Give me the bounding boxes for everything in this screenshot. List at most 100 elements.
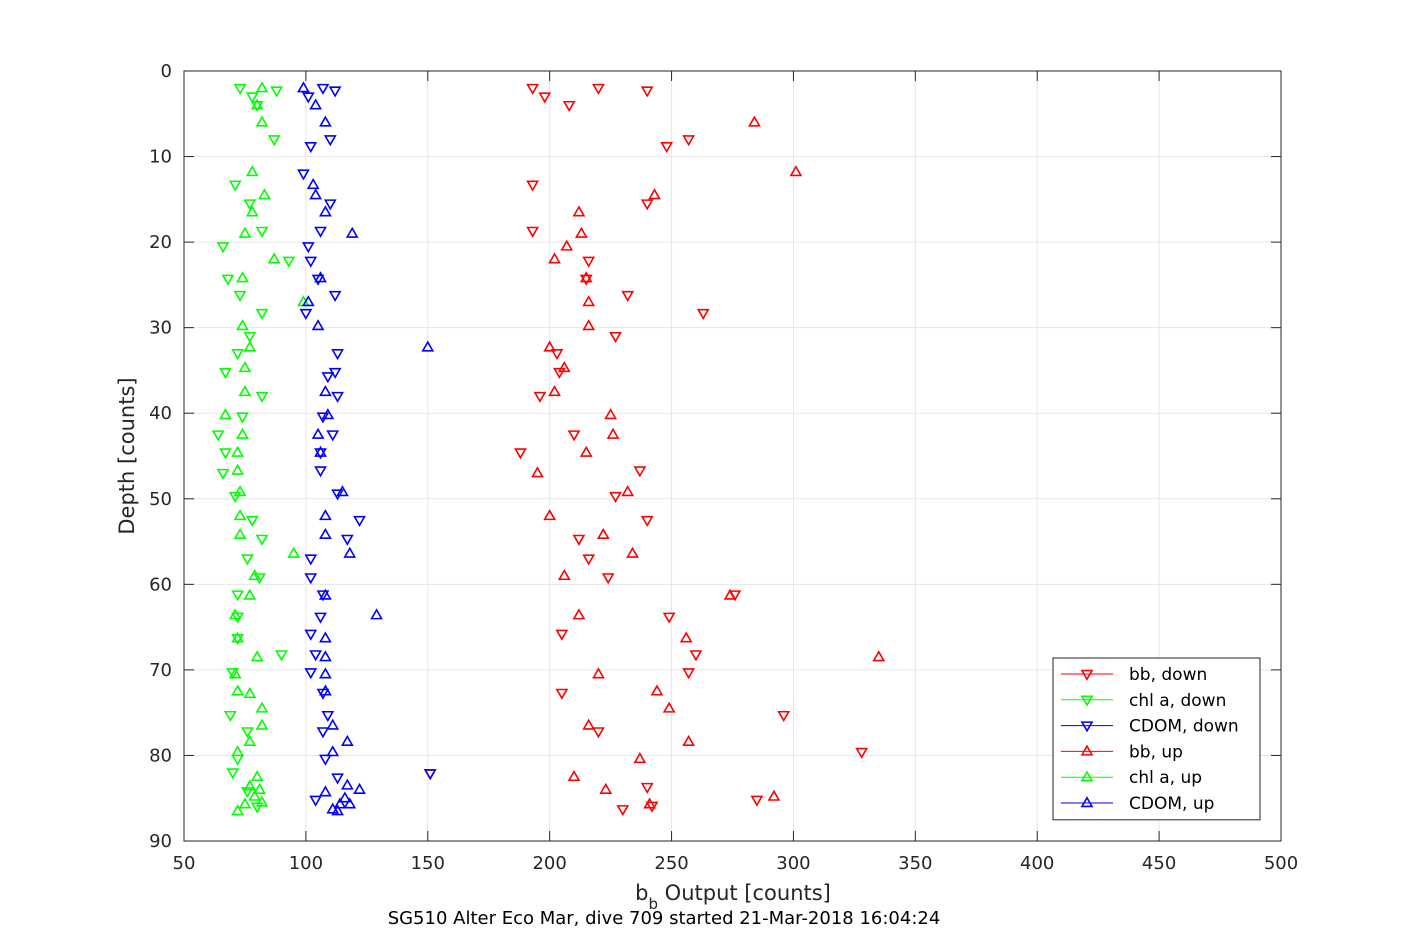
data-point [319,684,332,696]
data-point [319,650,332,662]
legend-label: CDOM, down [1129,717,1239,737]
data-point [606,427,620,439]
x-tick-label: 150 [411,853,445,874]
data-point [538,92,552,104]
data-point [297,169,310,181]
data-point [633,466,647,478]
data-point [275,650,288,662]
data-point [723,588,737,600]
data-point [331,349,344,361]
data-point [640,199,654,211]
x-tick-label: 400 [1020,853,1054,874]
data-point [609,491,622,504]
data-point [233,290,247,302]
data-point [872,650,886,662]
data-point [319,631,332,643]
data-point [238,361,252,373]
data-point [231,445,245,457]
data-point [855,747,869,759]
data-point [572,205,586,217]
data-point [555,688,569,700]
data-point [601,573,615,585]
x-tick-label: 50 [173,853,196,874]
y-tick-label: 80 [149,745,172,766]
series-3 [531,115,886,809]
data-point [253,782,266,794]
data-point [567,770,581,782]
data-point [689,650,703,662]
data-point [216,242,230,254]
y-tick-label: 60 [149,574,172,595]
data-point [255,718,269,730]
data-point [328,290,342,302]
data-point [333,797,347,809]
legend-entry: chl a, up [1061,768,1202,788]
data-point [579,274,593,286]
data-point [309,188,323,200]
data-point [533,391,547,403]
data-point [789,165,803,177]
series-5 [297,81,435,816]
data-point [572,534,586,546]
data-point [314,448,327,460]
data-point [340,778,354,790]
data-point [231,745,245,757]
legend-label: chl a, up [1129,768,1202,788]
series-2 [297,83,437,807]
grid [183,70,1282,842]
data-point [297,81,310,93]
data-point [304,668,318,680]
data-point [323,199,337,211]
y-tick-label: 0 [161,61,172,82]
data-point [323,135,337,147]
data-point [353,515,366,527]
data-point [750,795,764,807]
data-point [331,773,344,785]
legend-marker [1080,695,1094,707]
data-point [609,331,622,344]
data-point [231,631,245,643]
data-point [223,710,237,723]
data-point [543,509,557,521]
data-point [331,391,344,403]
data-point [340,734,354,747]
legend-entry: chl a, down [1061,691,1226,711]
data-point [231,590,245,602]
data-point [250,802,264,814]
data-point [567,430,581,442]
x-tick-label: 450 [1142,853,1176,874]
legend-label: bb, down [1129,665,1207,685]
x-axis-label-rest: Output [counts] [658,881,831,905]
legend-marker [1080,669,1094,681]
data-point [243,199,257,211]
data-point [306,177,320,190]
data-point [582,554,596,566]
data-point [314,612,327,624]
x-tick-label: 300 [776,853,810,874]
data-point [343,797,357,809]
data-point [311,319,325,331]
data-point [238,385,252,397]
data-point [253,573,266,585]
data-point [243,588,257,600]
legend-entry: CDOM, up [1061,794,1214,814]
data-point [640,782,654,794]
y-axis-label: Depth [counts] [115,377,139,534]
data-point [321,408,335,420]
data-point [226,668,240,680]
data-point [767,789,781,801]
data-point [219,448,232,460]
data-point [314,445,327,457]
data-point [228,180,242,192]
data-point [238,226,252,238]
data-point [301,92,315,104]
data-point [236,427,249,439]
legend-marker [1080,744,1094,756]
data-point [282,256,296,268]
data-point [299,308,313,320]
data-point [255,701,269,713]
data-point [319,588,332,600]
data-point [319,754,332,766]
data-point [243,687,257,699]
